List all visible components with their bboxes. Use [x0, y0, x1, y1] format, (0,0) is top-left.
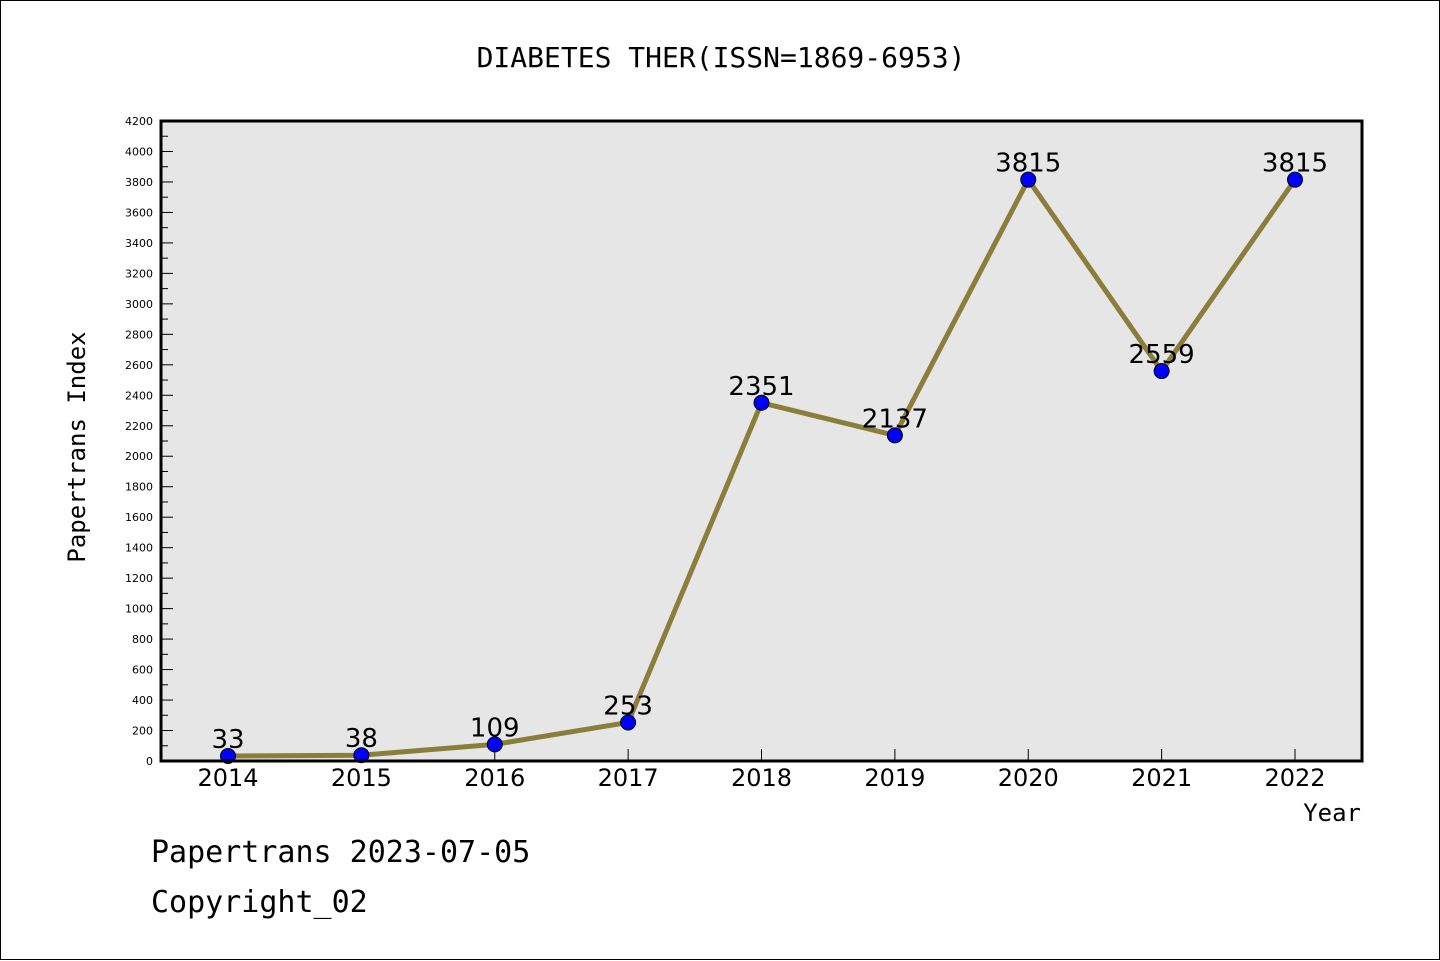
y-tick-label: 1200: [125, 572, 153, 585]
plot-area: [161, 121, 1362, 761]
y-tick-label: 2600: [125, 359, 153, 372]
y-tick-label: 800: [132, 633, 153, 646]
y-tick-label: 0: [146, 755, 153, 768]
y-tick-label: 2400: [125, 389, 153, 402]
y-tick-label: 4200: [125, 115, 153, 128]
data-point: [886, 427, 903, 444]
x-tick-label: 2016: [464, 764, 525, 792]
data-label: 2559: [1129, 340, 1195, 370]
footer-date: Papertrans 2023-07-05: [151, 835, 531, 870]
data-point: [1153, 363, 1170, 380]
data-label: 38: [345, 724, 378, 754]
data-label: 109: [470, 713, 520, 743]
y-tick-label: 3600: [125, 206, 153, 219]
y-tick-label: 1800: [125, 481, 153, 494]
data-point: [620, 714, 637, 731]
data-label: 3815: [995, 149, 1061, 179]
data-point: [1287, 171, 1303, 188]
footer-copyright: Copyright_02: [151, 885, 368, 920]
y-axis-label: Papertrans Index: [63, 331, 91, 562]
y-tick-label: 2800: [125, 328, 153, 341]
x-tick-label: 2020: [998, 764, 1059, 792]
x-tick-label: 2014: [197, 764, 258, 792]
x-tick-label: 2021: [1131, 764, 1192, 792]
data-point: [1020, 171, 1037, 188]
data-markers: [220, 171, 1303, 764]
x-tick-label: 2017: [598, 764, 659, 792]
y-tick-label: 1400: [125, 542, 153, 555]
x-axis-label: Year: [1303, 799, 1361, 827]
y-tick-label: 400: [132, 694, 153, 707]
y-tick-label: 3800: [125, 176, 153, 189]
plot-border: [159, 119, 1364, 763]
y-tick-label: 3200: [125, 267, 153, 280]
y-axis-ticks: 0 200 400 600 800 1000 1200 1400 1600 1800 2000 220…: [125, 115, 173, 768]
chart-title: DIABETES THER(ISSN=1869-6953): [477, 41, 966, 74]
y-tick-label: 3000: [125, 298, 153, 311]
y-tick-label: 1600: [125, 511, 153, 524]
data-label: 2351: [728, 372, 794, 402]
y-tick-label: 2000: [125, 450, 153, 463]
y-tick-label: 3400: [125, 237, 153, 250]
y-tick-label: 600: [132, 664, 153, 677]
y-tick-label: 1000: [125, 603, 153, 616]
data-point: [753, 394, 770, 411]
data-point: [353, 747, 370, 764]
data-label: 33: [211, 725, 244, 755]
y-tick-label: 200: [132, 725, 153, 738]
x-tick-label: 2019: [864, 764, 925, 792]
data-label: 253: [603, 691, 653, 721]
x-axis-ticks: 2014 2015 2016 2017 2018 2019 2020 2021 2022: [197, 749, 1326, 792]
y-tick-label: 2200: [125, 420, 153, 433]
y-tick-label: 4000: [125, 145, 153, 158]
x-tick-label: 2015: [331, 764, 392, 792]
data-label: 2137: [862, 404, 928, 434]
data-labels: 33 38 109 253 2351 2137 3815 2559 3815: [211, 149, 1328, 755]
x-tick-label: 2018: [731, 764, 792, 792]
data-label: 3815: [1262, 149, 1328, 179]
x-tick-label: 2022: [1264, 764, 1325, 792]
data-point: [486, 736, 503, 753]
